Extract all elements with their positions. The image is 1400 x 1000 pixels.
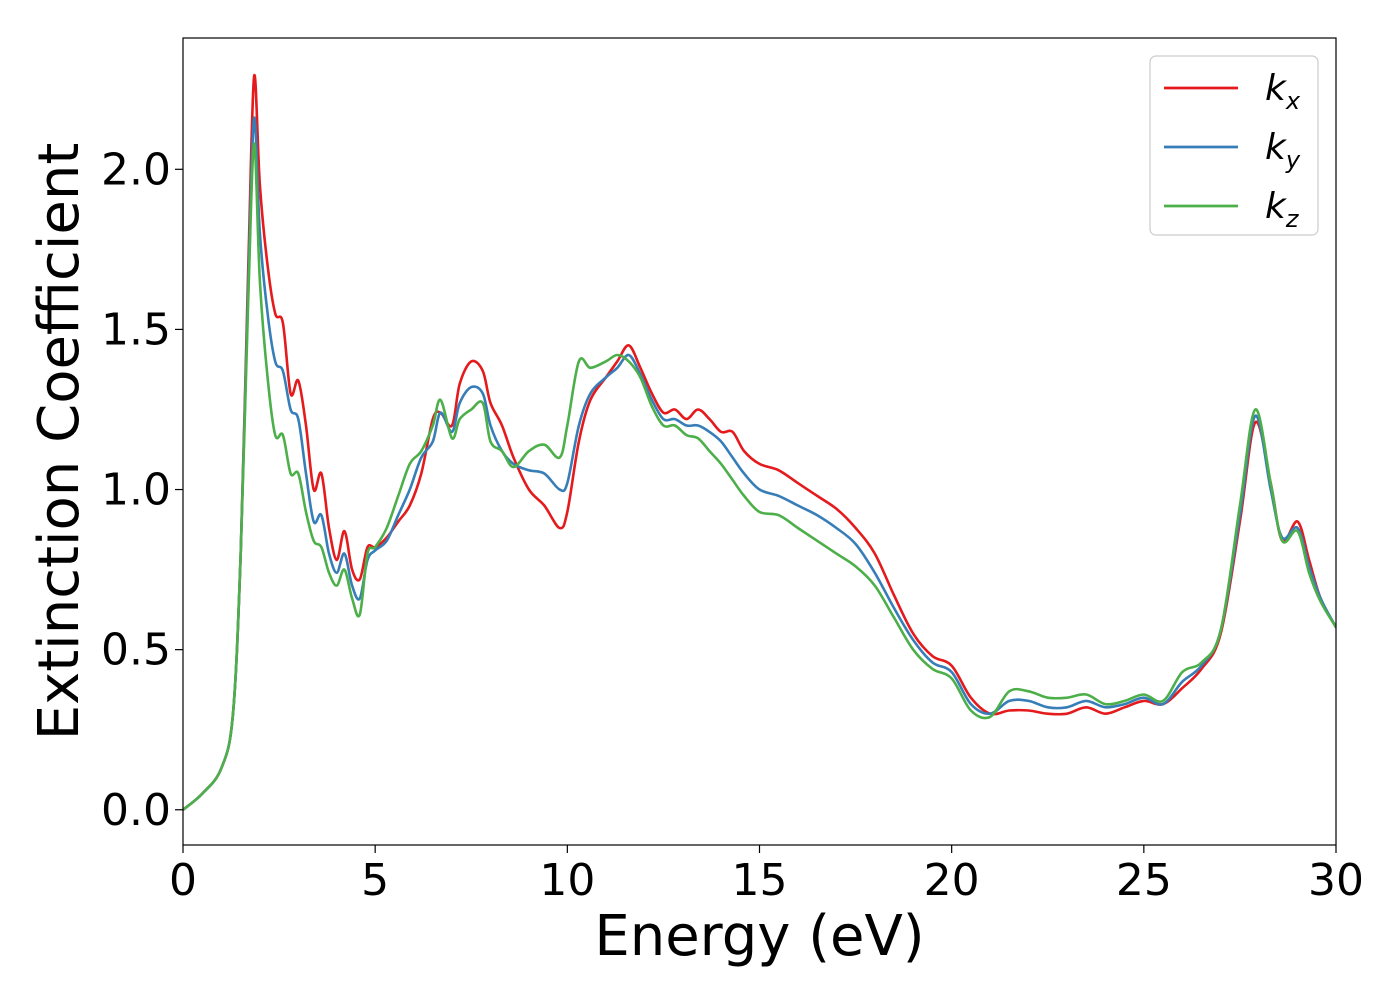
legend-box <box>1149 55 1319 236</box>
series-line-y <box>183 116 1336 812</box>
legend-label-main: k <box>1265 127 1288 168</box>
x-tick-label: 5 <box>361 855 389 906</box>
y-tick-label: 0.5 <box>101 625 171 676</box>
series-line-x <box>183 73 1336 812</box>
x-tick-label: 0 <box>169 855 197 906</box>
legend-label-main: k <box>1265 186 1288 227</box>
x-tick-label: 25 <box>1116 855 1172 906</box>
series-layer <box>183 73 1336 812</box>
y-axis-ticks: 0.0 0.5 1.0 1.5 2.0 <box>101 144 183 836</box>
x-axis-title: Energy (eV) <box>594 904 924 969</box>
y-tick-label: 2.0 <box>101 144 171 195</box>
x-tick-label: 20 <box>924 855 980 906</box>
x-axis-ticks: 0 5 10 15 20 25 30 <box>169 845 1364 906</box>
y-tick-label: 0.0 <box>101 785 171 836</box>
y-tick-label: 1.0 <box>101 465 171 516</box>
x-tick-label: 10 <box>539 855 595 906</box>
x-tick-label: 15 <box>732 855 788 906</box>
y-axis-title: Extinction Coefficient <box>27 143 92 741</box>
legend-label-y: ky <box>1265 127 1301 174</box>
legend-label-subscript: z <box>1285 205 1300 233</box>
series-line-z <box>183 142 1336 812</box>
legend-label-subscript: y <box>1285 146 1301 174</box>
legend-label-main: k <box>1265 68 1288 109</box>
x-tick-label: 30 <box>1308 855 1364 906</box>
y-tick-label: 1.5 <box>101 304 171 355</box>
legend-label-z: kz <box>1265 186 1300 233</box>
legend-label-x: kx <box>1265 68 1301 115</box>
legend-label-subscript: x <box>1285 87 1301 115</box>
